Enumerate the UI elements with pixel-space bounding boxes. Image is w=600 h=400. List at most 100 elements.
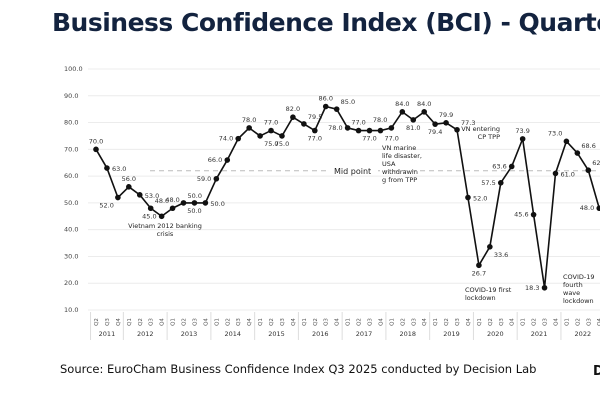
x-quarter-label: Q3 [192, 318, 198, 326]
data-point [388, 125, 395, 131]
data-point [366, 127, 373, 134]
data-point [115, 194, 121, 201]
data-label: 84.0 [417, 100, 431, 108]
data-label: 45.0 [142, 212, 156, 220]
x-quarter-label: Q1 [521, 318, 527, 326]
data-label: 68.6 [581, 142, 595, 150]
data-label: 63.0 [112, 165, 126, 173]
x-quarter-label: Q3 [455, 318, 461, 326]
y-tick-label: 80.0 [64, 119, 78, 127]
x-quarter-label: Q1 [433, 318, 439, 326]
data-label: 63.6 [492, 162, 506, 170]
x-quarter-label: Q4 [291, 318, 297, 326]
annotation-text: fourth [563, 281, 583, 289]
data-point [410, 117, 417, 123]
annotation-text: crisis [157, 230, 174, 238]
data-label: 59.0 [197, 175, 211, 183]
data-point [563, 138, 570, 145]
data-point [454, 126, 460, 133]
x-quarter-label: Q4 [466, 318, 472, 326]
x-quarter-label: Q1 [302, 318, 308, 326]
data-label: 78.0 [242, 116, 256, 124]
x-year-label: 2020 [487, 330, 504, 338]
data-label: 81.0 [406, 124, 420, 132]
x-quarter-label: Q1 [389, 318, 395, 326]
x-quarter-label: Q4 [203, 318, 209, 326]
x-quarter-label: Q3 [543, 318, 549, 326]
source-note: Source: EuroCham Business Confidence Ind… [60, 362, 537, 376]
data-point [421, 109, 428, 115]
data-label: 70.0 [89, 137, 103, 145]
annotation-text: USA [382, 160, 396, 168]
data-point [224, 157, 231, 163]
x-quarter-label: Q4 [597, 318, 600, 326]
data-point [93, 146, 99, 153]
x-quarter-label: Q1 [214, 318, 220, 326]
x-quarter-label: Q2 [532, 318, 538, 326]
x-quarter-label: Q2 [94, 318, 100, 326]
data-point [574, 150, 581, 156]
annotation-text: COVID-19 [563, 273, 595, 281]
data-point [257, 133, 263, 139]
y-tick-label: 100.0 [64, 65, 83, 73]
data-label: 77.0 [264, 119, 278, 127]
data-label: 26.7 [472, 269, 486, 277]
data-label: 52.0 [473, 195, 487, 203]
data-label: 62.2 [592, 159, 600, 167]
data-point [301, 121, 307, 127]
x-quarter-label: Q4 [510, 318, 516, 326]
x-quarter-label: Q2 [488, 318, 494, 326]
data-point [180, 200, 187, 206]
annotation-text: CP TPP [478, 133, 500, 141]
data-point [126, 184, 132, 190]
x-quarter-label: Q3 [149, 318, 155, 326]
data-label: 79.4 [428, 128, 442, 136]
x-year-label: 2016 [312, 330, 329, 338]
data-point [136, 192, 143, 198]
data-label: 73.9 [515, 127, 529, 135]
annotation-text: wave [563, 289, 580, 297]
data-point [519, 136, 526, 142]
x-quarter-label: Q2 [182, 318, 188, 326]
annotation-text: COVID-19 first [465, 286, 512, 294]
x-quarter-label: Q2 [138, 318, 144, 326]
x-quarter-label: Q4 [378, 318, 384, 326]
data-label: 78.0 [373, 116, 387, 124]
data-point [432, 121, 438, 127]
x-quarter-label: Q4 [335, 318, 341, 326]
x-year-label: 2019 [443, 330, 460, 338]
data-point [246, 125, 252, 131]
data-point [147, 205, 154, 212]
x-year-label: 2015 [268, 330, 285, 338]
x-quarter-label: Q3 [280, 318, 286, 326]
y-tick-label: 20.0 [64, 279, 78, 287]
data-point [213, 175, 220, 182]
data-point [191, 200, 198, 206]
data-label: 77.0 [384, 135, 398, 143]
x-year-label: 2018 [400, 330, 417, 338]
x-quarter-label: Q1 [171, 318, 177, 326]
data-point [487, 244, 493, 250]
x-quarter-label: Q3 [105, 318, 111, 326]
data-label: 50.0 [187, 207, 201, 215]
x-quarter-label: Q2 [357, 318, 363, 326]
data-point [169, 205, 176, 212]
data-label: 50.0 [210, 200, 224, 208]
data-label: 48.0 [580, 204, 594, 212]
x-quarter-label: Q4 [422, 318, 428, 326]
data-label: 50.0 [188, 192, 202, 200]
data-point [235, 135, 242, 142]
x-quarter-label: Q3 [411, 318, 417, 326]
data-point [268, 127, 274, 134]
data-point [530, 211, 537, 218]
y-tick-label: 50.0 [64, 199, 78, 207]
data-label: 61.0 [560, 170, 574, 178]
y-tick-label: 70.0 [64, 145, 78, 153]
x-year-label: 2021 [531, 330, 548, 338]
data-label: 86.0 [318, 94, 332, 102]
data-point [290, 114, 296, 120]
data-label: 45.6 [514, 211, 528, 219]
x-year-label: 2011 [99, 330, 116, 338]
data-label: 84.0 [395, 100, 409, 108]
